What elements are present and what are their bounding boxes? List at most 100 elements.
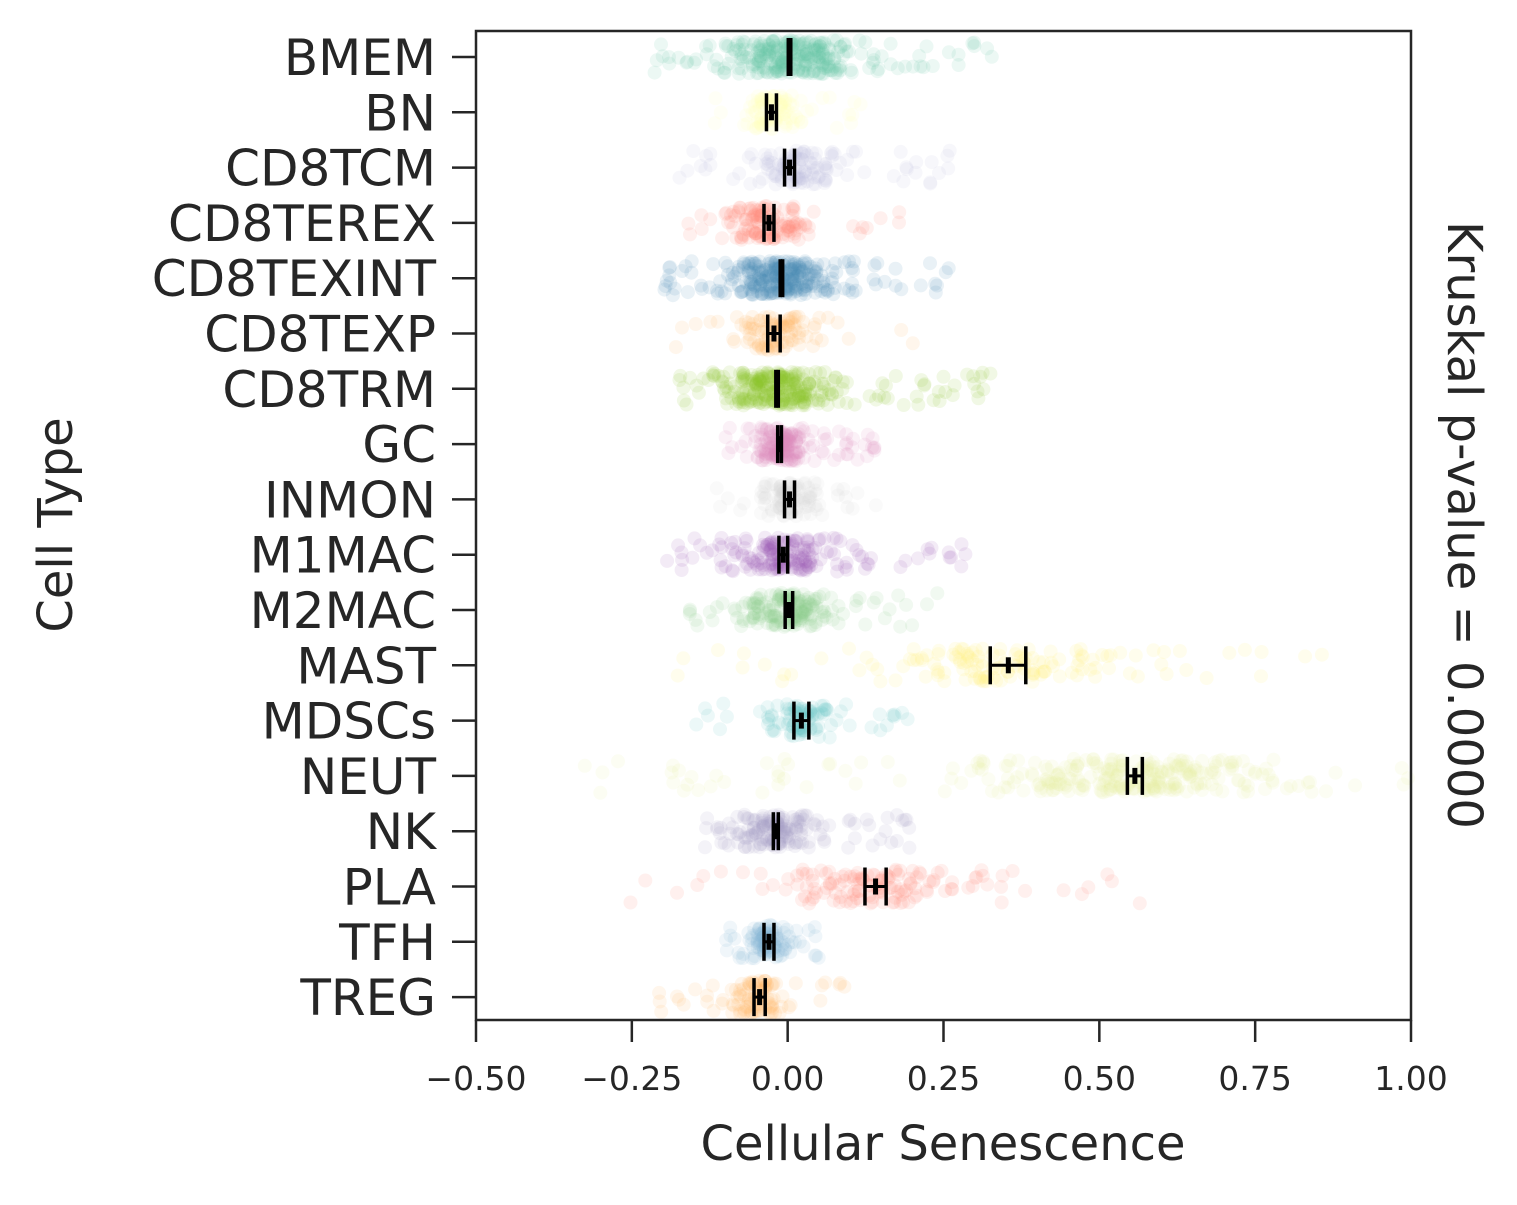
data-point [748, 57, 762, 72]
data-point [814, 978, 829, 993]
strip-inmon [709, 475, 883, 524]
data-point [763, 609, 778, 623]
data-point [839, 447, 854, 462]
data-point [829, 385, 844, 400]
data-point [698, 162, 713, 177]
data-point [814, 385, 829, 400]
data-point [809, 722, 824, 737]
data-point [743, 992, 758, 1007]
strip-cd8tcm [672, 143, 957, 192]
data-point [920, 597, 934, 612]
data-point [993, 673, 1008, 688]
data-point [674, 563, 689, 577]
data-point [967, 35, 982, 50]
data-point [841, 331, 856, 346]
data-point [775, 58, 790, 73]
data-point [908, 165, 923, 180]
data-point [759, 156, 774, 171]
data-point [787, 257, 802, 272]
data-point [760, 381, 774, 395]
data-point [745, 106, 760, 121]
data-point [1230, 773, 1245, 788]
data-point [911, 397, 926, 412]
data-point [825, 149, 839, 164]
y-axis: BMEMBNCD8TCMCD8TEREXCD8TEXINTCD8TEXPCD8T… [152, 29, 476, 1027]
data-point [752, 175, 767, 190]
data-point [748, 34, 763, 49]
data-point [758, 263, 773, 278]
data-point [965, 36, 980, 51]
data-point [747, 269, 762, 284]
data-point [852, 884, 866, 898]
data-point [792, 266, 807, 281]
data-point [774, 90, 789, 105]
data-point [1168, 758, 1183, 773]
data-point [749, 370, 764, 385]
data-point [811, 66, 826, 81]
data-point [973, 753, 988, 768]
data-point [743, 274, 758, 289]
data-point [736, 255, 751, 270]
data-point [751, 120, 766, 135]
data-point [716, 381, 731, 396]
data-point [733, 989, 748, 1004]
data-point [746, 941, 761, 956]
data-point [819, 163, 834, 178]
data-point [753, 430, 768, 445]
data-point [796, 587, 811, 602]
data-point [1205, 763, 1220, 777]
data-point [733, 1004, 748, 1019]
data-point [837, 38, 852, 52]
data-point [662, 260, 677, 275]
data-point [800, 256, 815, 271]
data-point [873, 674, 888, 689]
y-tick-label: M1MAC [250, 527, 436, 585]
data-point [690, 618, 705, 633]
data-point [1204, 765, 1218, 780]
data-point [730, 809, 745, 824]
data-point [1041, 776, 1056, 791]
data-point [753, 437, 768, 452]
data-point [738, 371, 753, 386]
data-point [798, 554, 813, 569]
data-point [715, 996, 730, 1011]
y-axis-label: Cell Type [28, 417, 84, 632]
data-point [941, 45, 956, 60]
data-point [858, 35, 873, 50]
data-point [953, 655, 968, 670]
data-point [750, 114, 765, 129]
data-point [789, 429, 804, 444]
data-point [757, 491, 772, 506]
data-point [795, 613, 810, 628]
data-point [750, 284, 765, 298]
data-point [951, 58, 966, 72]
data-point [726, 332, 741, 347]
data-point [821, 51, 836, 66]
data-point [709, 768, 724, 783]
data-point [761, 368, 776, 383]
data-point [805, 66, 820, 81]
data-point [745, 288, 760, 303]
data-point [693, 538, 708, 553]
data-point [765, 503, 780, 518]
data-point [812, 65, 827, 80]
data-point [883, 36, 898, 51]
data-point [801, 277, 816, 292]
data-point [794, 827, 809, 842]
data-point [809, 599, 824, 614]
data-point [718, 559, 733, 574]
data-point [755, 365, 770, 380]
data-point [786, 371, 801, 386]
data-point [816, 66, 831, 81]
data-point [735, 384, 750, 399]
data-point [760, 285, 775, 299]
data-point [792, 388, 807, 403]
data-point [717, 65, 731, 80]
data-point [736, 365, 751, 380]
data-point [1074, 887, 1089, 902]
data-point [859, 812, 874, 827]
data-point [754, 264, 769, 279]
data-point [877, 274, 892, 289]
data-point [937, 674, 952, 689]
data-point [938, 385, 953, 399]
